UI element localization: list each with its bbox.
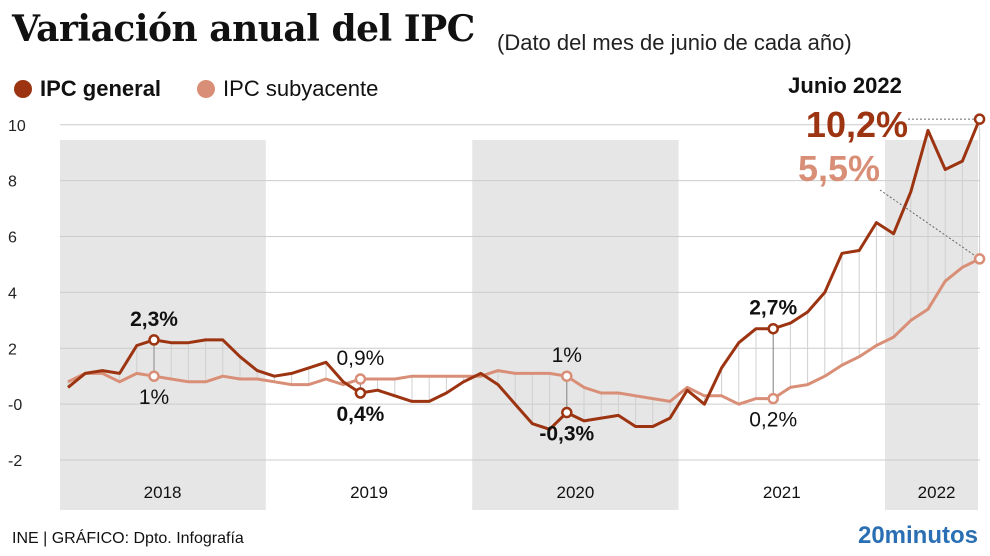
series-line-general (67, 118, 981, 431)
y-axis: 10 8 6 4 2 -0 -2 (8, 118, 26, 470)
y-tick-label: 6 (8, 230, 17, 247)
y-tick-label: 2 (8, 341, 17, 358)
gridlines (60, 124, 980, 461)
x-tick-label-2021: 2021 (763, 483, 801, 502)
y-tick-label: 4 (8, 285, 17, 302)
x-tick-label-2020: 2020 (556, 483, 594, 502)
data-label: 1% (552, 344, 582, 367)
legend: IPC general IPC subyacente (14, 76, 378, 102)
series-line-subyacente (67, 257, 981, 406)
annotation-markers (148, 322, 779, 419)
x-axis: 2018 2019 2020 2021 2022 (144, 483, 956, 502)
legend-item-general: IPC general (14, 76, 161, 102)
year-bands (60, 140, 978, 510)
legend-swatch-general (14, 80, 32, 98)
data-label: 0,4% (336, 403, 384, 426)
y-tick-label: 8 (8, 174, 17, 191)
marker-subyacente (561, 370, 573, 382)
highlight-label: Junio 2022 (788, 73, 902, 98)
data-label: 2,7% (749, 297, 797, 320)
annotation-connectors (153, 328, 774, 413)
year-band-2022 (885, 140, 978, 510)
y-tick-label: -2 (8, 453, 22, 470)
chart-title: Variación anual del IPC (12, 8, 475, 50)
marker-subyacente (767, 392, 779, 405)
marker-general-last (973, 113, 986, 125)
marker-general (767, 322, 779, 335)
highlight-subyacente-value: 5,5% (798, 148, 880, 189)
marker-subyacente (148, 370, 160, 382)
brand-logo: 20minutos (857, 522, 978, 549)
annotation-labels: 2,3% 1% 0,9% 0,4% 1% -0,3% 2,7% 0,2% (130, 297, 797, 446)
legend-item-subyacente: IPC subyacente (197, 76, 378, 102)
x-tick-label-2019: 2019 (350, 483, 388, 502)
data-label: 0,9% (336, 347, 384, 370)
marker-subyacente (354, 373, 367, 385)
marker-general (148, 334, 160, 346)
data-label: -0,3% (539, 423, 594, 446)
year-band-2020 (472, 140, 679, 510)
data-label: 1% (139, 386, 169, 409)
source-note: INE | GRÁFICO: Dpto. Infografía (12, 530, 244, 547)
series-lines (67, 118, 981, 431)
legend-label-subyacente: IPC subyacente (223, 76, 379, 101)
data-label: 0,2% (749, 409, 797, 432)
month-ticks (67, 119, 981, 430)
marker-general (561, 406, 573, 419)
year-band-2018 (60, 140, 266, 510)
highlight-general-value: 10,2% (806, 104, 908, 145)
legend-swatch-subyacente (197, 80, 216, 98)
y-tick-label: 10 (8, 118, 26, 135)
chart-subtitle: (Dato del mes de junio de cada año) (497, 30, 852, 55)
marker-general (354, 387, 367, 399)
y-tick-label: -0 (8, 397, 22, 414)
x-tick-label-2018: 2018 (144, 483, 182, 502)
leader-subyacente (879, 189, 980, 260)
marker-subyacente-last (973, 253, 986, 265)
legend-label-general: IPC general (40, 76, 162, 101)
data-label: 2,3% (130, 308, 178, 331)
june-2022-highlight: Junio 2022 10,2% 5,5% (788, 73, 986, 265)
x-tick-label-2022: 2022 (918, 483, 956, 502)
